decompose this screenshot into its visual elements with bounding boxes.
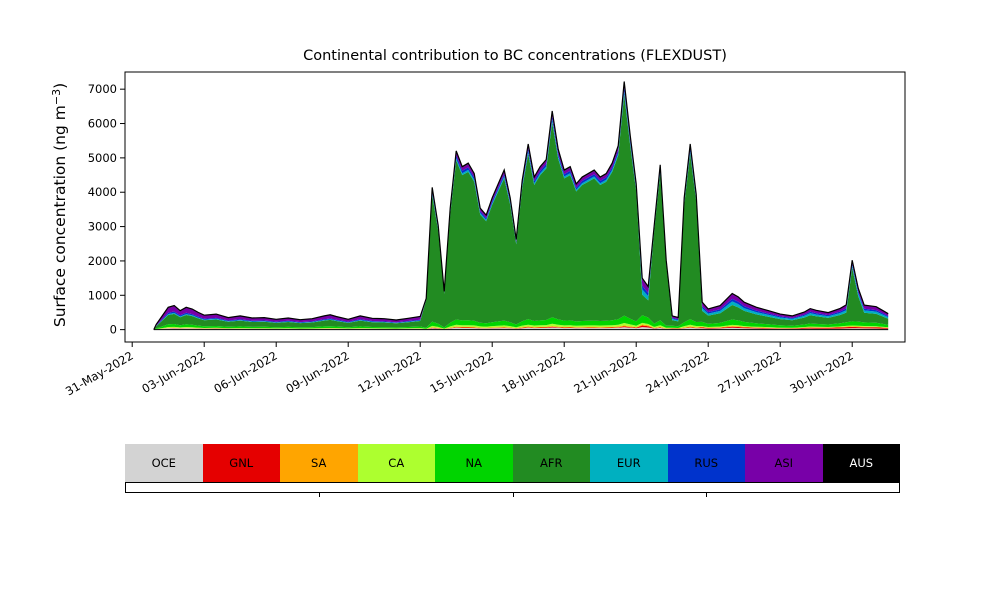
chart-title: Continental contribution to BC concentra… bbox=[303, 48, 727, 64]
legend-item-oce: OCE bbox=[125, 444, 203, 482]
legend-item-rus: RUS bbox=[667, 444, 745, 482]
x-tick-label: 31-May-2022 bbox=[63, 348, 136, 398]
x-tick-label: 03-Jun-2022 bbox=[139, 348, 207, 396]
legend-label: CA bbox=[388, 456, 405, 470]
area-sa bbox=[153, 324, 889, 330]
legend-item-sa: SA bbox=[280, 444, 358, 482]
legend-label: GNL bbox=[229, 456, 254, 470]
area-oce bbox=[153, 327, 889, 330]
y-tick-label: 7000 bbox=[88, 82, 117, 96]
legend-item-asi: ASI bbox=[745, 444, 823, 482]
legend-label: OCE bbox=[151, 456, 176, 470]
total-outline bbox=[153, 81, 889, 330]
x-tick-label: 09-Jun-2022 bbox=[283, 348, 351, 396]
y-axis-ticks: 0 1000 2000 3000 4000 5000 6000 7000 bbox=[88, 82, 125, 337]
y-tick-label: 6000 bbox=[88, 117, 117, 131]
x-tick-label: 12-Jun-2022 bbox=[355, 348, 423, 396]
x-tick-label: 30-Jun-2022 bbox=[787, 348, 855, 396]
legend-label: EUR bbox=[616, 456, 641, 470]
legend-label: AFR bbox=[540, 456, 563, 470]
legend-label: NA bbox=[465, 456, 482, 470]
legend-label: SA bbox=[311, 456, 327, 470]
legend-axis-tick-mark bbox=[706, 492, 708, 497]
legend-item-na: NA bbox=[435, 444, 513, 482]
x-tick-label: 21-Jun-2022 bbox=[571, 348, 639, 396]
axes-frame bbox=[124, 71, 906, 343]
legend-item-aus: AUS bbox=[822, 444, 900, 482]
legend-item-ca: CA bbox=[357, 444, 435, 482]
y-tick-label: 5000 bbox=[88, 151, 117, 165]
y-tick-label: 2000 bbox=[88, 254, 117, 268]
legend: OCE GNL SA CA NA AFR EUR RUS ASI AUS bbox=[125, 444, 900, 482]
legend-label: RUS bbox=[694, 456, 719, 470]
x-axis-ticks: 31-May-2022 03-Jun-2022 06-Jun-2022 09-Jun-… bbox=[63, 342, 856, 398]
area-afr bbox=[153, 94, 889, 330]
legend-item-gnl: GNL bbox=[202, 444, 280, 482]
y-tick-label: 3000 bbox=[88, 220, 117, 234]
area-gnl bbox=[153, 325, 889, 330]
legend-label: ASI bbox=[774, 456, 794, 470]
y-tick-label: 1000 bbox=[88, 288, 117, 302]
legend-axis-tick-mark bbox=[318, 492, 320, 497]
x-tick-label: 06-Jun-2022 bbox=[211, 348, 279, 396]
x-tick-label: 24-Jun-2022 bbox=[643, 348, 711, 396]
y-tick-label: 0 bbox=[110, 323, 117, 337]
legend-axis-tick-mark bbox=[512, 492, 514, 497]
x-tick-label: 18-Jun-2022 bbox=[499, 348, 567, 396]
stacked-areas bbox=[153, 81, 889, 330]
y-tick-label: 4000 bbox=[88, 185, 117, 199]
area-na bbox=[153, 315, 889, 330]
legend-item-eur: EUR bbox=[590, 444, 668, 482]
legend-label: AUS bbox=[849, 456, 874, 470]
x-tick-label: 27-Jun-2022 bbox=[715, 348, 783, 396]
x-tick-label: 15-Jun-2022 bbox=[427, 348, 495, 396]
legend-item-afr: AFR bbox=[512, 444, 590, 482]
area-ca bbox=[153, 322, 889, 330]
